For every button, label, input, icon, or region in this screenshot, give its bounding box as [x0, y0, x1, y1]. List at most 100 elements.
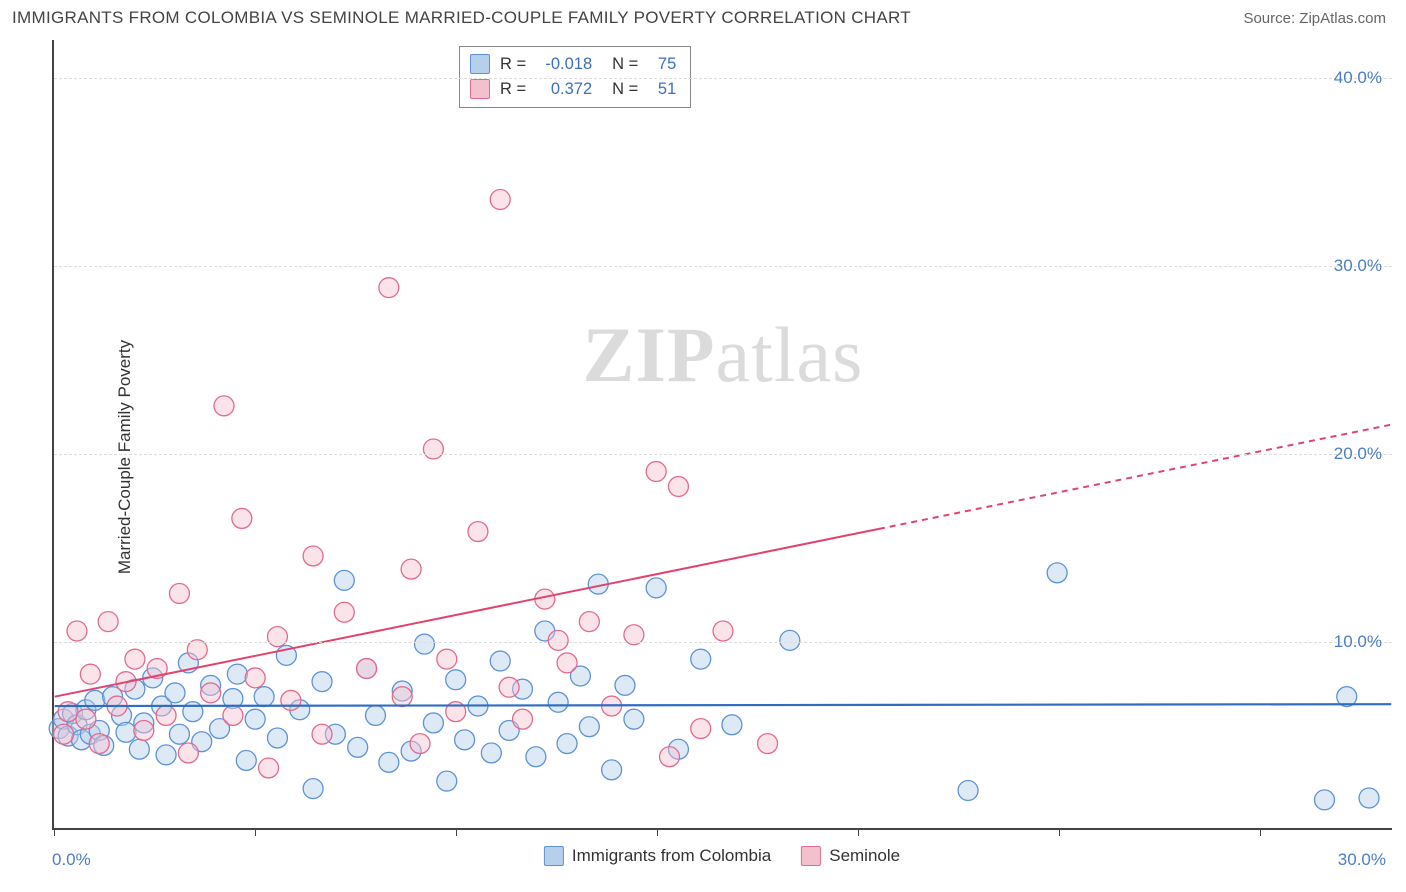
chart-header: IMMIGRANTS FROM COLOMBIA VS SEMINOLE MAR…	[0, 0, 1406, 32]
data-point-colombia	[116, 722, 136, 742]
legend-label-0: Immigrants from Colombia	[572, 846, 771, 866]
y-tick-label: 40.0%	[1334, 68, 1382, 88]
data-point-seminole	[691, 719, 711, 739]
data-point-seminole	[758, 734, 778, 754]
stats-n-value-0: 75	[648, 52, 676, 77]
data-point-seminole	[401, 559, 421, 579]
legend-swatch-0	[544, 846, 564, 866]
legend-label-1: Seminole	[829, 846, 900, 866]
data-point-colombia	[624, 709, 644, 729]
stats-r-value-0: -0.018	[536, 52, 592, 77]
data-point-seminole	[392, 687, 412, 707]
x-max-label: 30.0%	[1338, 850, 1386, 870]
data-point-seminole	[660, 747, 680, 767]
data-point-colombia	[579, 717, 599, 737]
data-point-seminole	[232, 508, 252, 528]
data-point-colombia	[958, 781, 978, 801]
data-point-colombia	[85, 690, 105, 710]
data-point-colombia	[646, 578, 666, 598]
data-point-seminole	[223, 705, 243, 725]
data-point-seminole	[668, 477, 688, 497]
data-point-seminole	[267, 627, 287, 647]
data-point-seminole	[281, 690, 301, 710]
legend-item-1: Seminole	[801, 846, 900, 866]
legend-swatch-1	[801, 846, 821, 866]
plot-svg	[54, 40, 1392, 828]
stats-r-value-1: 0.372	[536, 77, 592, 102]
data-point-colombia	[423, 713, 443, 733]
data-point-seminole	[303, 546, 323, 566]
data-point-seminole	[379, 278, 399, 298]
data-point-colombia	[691, 649, 711, 669]
legend-item-0: Immigrants from Colombia	[544, 846, 771, 866]
data-point-colombia	[602, 760, 622, 780]
x-min-label: 0.0%	[52, 850, 91, 870]
stats-r-label-1: R =	[500, 77, 526, 102]
data-point-seminole	[490, 190, 510, 210]
data-point-colombia	[481, 743, 501, 763]
data-point-seminole	[58, 702, 78, 722]
chart-title: IMMIGRANTS FROM COLOMBIA VS SEMINOLE MAR…	[12, 8, 911, 28]
data-point-colombia	[348, 737, 368, 757]
trend-line-colombia	[55, 704, 1392, 706]
data-point-colombia	[446, 670, 466, 690]
data-point-colombia	[129, 739, 149, 759]
data-point-seminole	[423, 439, 443, 459]
stats-r-label-0: R =	[500, 52, 526, 77]
data-point-seminole	[499, 677, 519, 697]
data-point-seminole	[201, 683, 221, 703]
data-point-colombia	[615, 675, 635, 695]
data-point-seminole	[437, 649, 457, 669]
x-axis-row: 0.0% Immigrants from Colombia Seminole 3…	[52, 840, 1392, 880]
data-point-colombia	[1359, 788, 1379, 808]
source-label: Source: ZipAtlas.com	[1243, 10, 1386, 27]
data-point-colombia	[780, 630, 800, 650]
data-point-seminole	[357, 659, 377, 679]
data-point-colombia	[548, 692, 568, 712]
stats-swatch-0	[470, 54, 490, 74]
stats-row-0: R = -0.018 N = 75	[470, 52, 676, 77]
data-point-seminole	[259, 758, 279, 778]
data-point-colombia	[455, 730, 475, 750]
data-point-colombia	[245, 709, 265, 729]
data-point-colombia	[254, 687, 274, 707]
data-point-seminole	[67, 621, 87, 641]
plot-area: ZIPatlas R = -0.018 N = 75 R = 0.372 N =…	[52, 40, 1392, 830]
trend-line-dashed-seminole	[879, 425, 1391, 529]
data-point-colombia	[267, 728, 287, 748]
data-point-seminole	[468, 522, 488, 542]
data-point-colombia	[437, 771, 457, 791]
data-point-seminole	[178, 743, 198, 763]
data-point-seminole	[214, 396, 234, 416]
trend-line-seminole	[55, 529, 879, 697]
data-point-seminole	[134, 720, 154, 740]
data-point-colombia	[303, 779, 323, 799]
y-tick-label: 10.0%	[1334, 632, 1382, 652]
stats-n-label-0: N =	[612, 52, 638, 77]
data-point-colombia	[490, 651, 510, 671]
data-point-colombia	[156, 745, 176, 765]
data-point-seminole	[579, 612, 599, 632]
data-point-colombia	[169, 724, 189, 744]
data-point-colombia	[236, 750, 256, 770]
data-point-seminole	[98, 612, 118, 632]
data-point-seminole	[80, 664, 100, 684]
data-point-colombia	[334, 570, 354, 590]
data-point-seminole	[89, 734, 109, 754]
bottom-legend: Immigrants from Colombia Seminole	[544, 846, 900, 866]
data-point-colombia	[557, 734, 577, 754]
data-point-colombia	[183, 702, 203, 722]
data-point-seminole	[513, 709, 533, 729]
data-point-seminole	[548, 630, 568, 650]
data-point-colombia	[415, 634, 435, 654]
data-point-seminole	[125, 649, 145, 669]
data-point-colombia	[526, 747, 546, 767]
data-point-colombia	[312, 672, 332, 692]
data-point-seminole	[245, 668, 265, 688]
data-point-seminole	[54, 724, 74, 744]
stats-row-1: R = 0.372 N = 51	[470, 77, 676, 102]
data-point-seminole	[76, 709, 96, 729]
data-point-seminole	[646, 462, 666, 482]
data-point-seminole	[156, 705, 176, 725]
chart-wrap: Married-Couple Family Poverty ZIPatlas R…	[0, 32, 1406, 882]
